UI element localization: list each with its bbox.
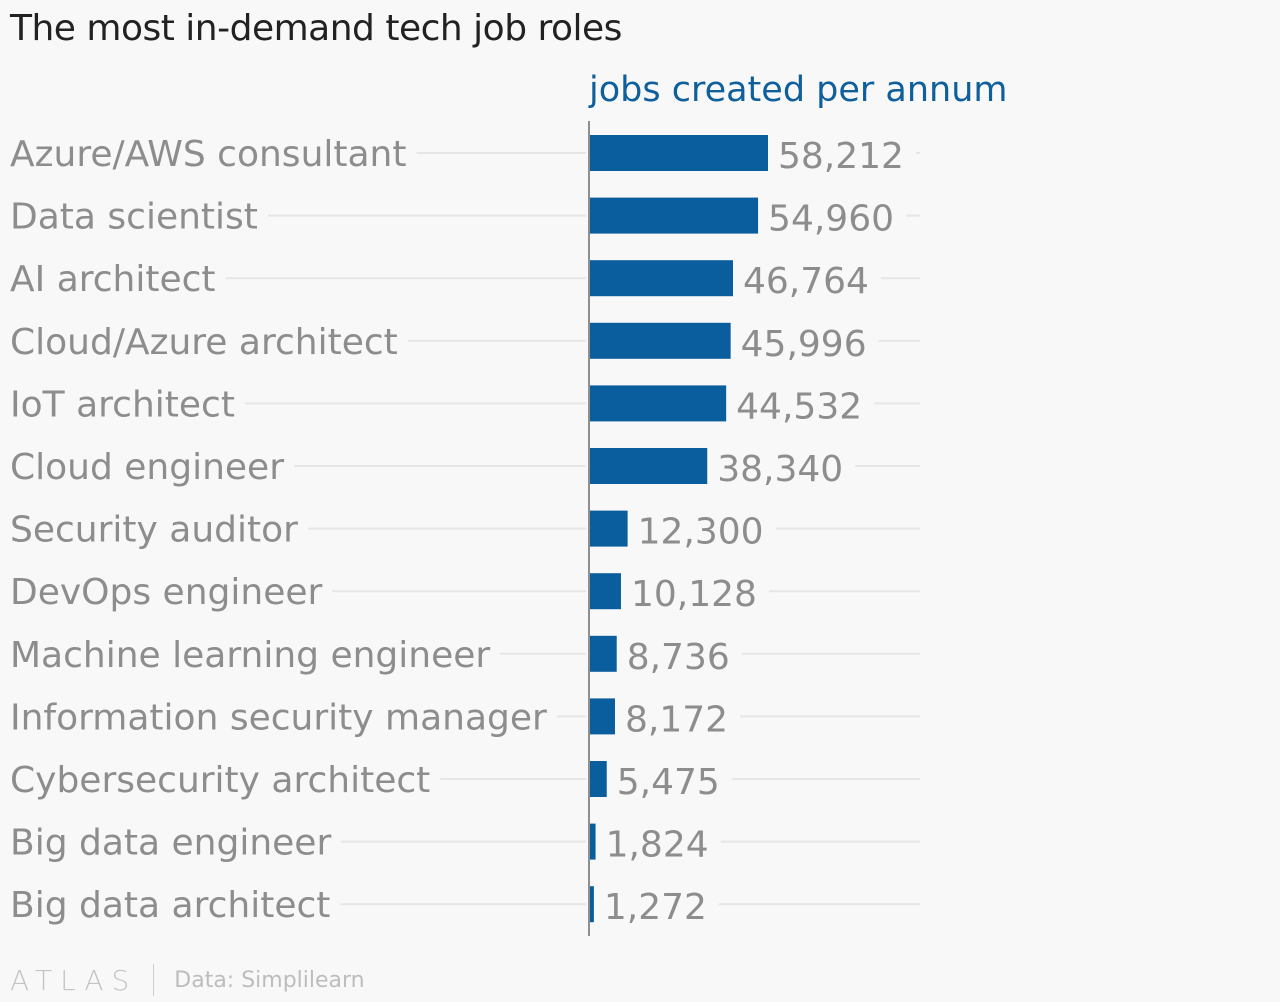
value-label: 58,212 [778, 136, 904, 177]
category-label: Security auditor [10, 510, 298, 551]
bar [590, 573, 621, 610]
category-label: Information security manager [10, 697, 547, 738]
category-label: Cloud engineer [10, 447, 284, 488]
category-label: Big data engineer [10, 823, 331, 864]
value-label: 54,960 [768, 199, 894, 240]
source-note: Data: Simplilearn [174, 967, 365, 993]
chart-title: The most in-demand tech job roles [10, 8, 622, 49]
value-label: 46,764 [743, 261, 869, 302]
bar [590, 260, 733, 297]
bar [590, 135, 768, 171]
value-label: 12,300 [638, 512, 764, 553]
bar [590, 510, 628, 547]
category-label: Azure/AWS consultant [10, 134, 407, 175]
category-label: DevOps engineer [10, 572, 322, 613]
bar [590, 698, 615, 735]
bar-chart: jobs created per annum Azure/AWS consult… [10, 70, 1008, 936]
value-label: 38,340 [717, 449, 843, 490]
value-label: 1,272 [604, 887, 707, 928]
category-label: AI architect [10, 259, 216, 300]
series-header: jobs created per annum [588, 70, 1008, 110]
footer: ATLAS Data: Simplilearn [10, 962, 365, 998]
bar [590, 385, 727, 422]
bar [590, 823, 596, 860]
bar [590, 761, 607, 797]
bar [590, 197, 759, 234]
value-label: 44,532 [736, 386, 862, 427]
bar [590, 635, 617, 672]
value-label: 45,996 [741, 324, 867, 365]
category-label: IoT architect [10, 384, 235, 425]
bar [590, 448, 708, 484]
bars-group [590, 135, 768, 923]
value-label: 1,824 [606, 825, 709, 866]
footer-divider [153, 964, 155, 996]
bar [590, 322, 731, 359]
category-label: Machine learning engineer [10, 635, 490, 676]
bar [590, 886, 594, 923]
category-labels: Azure/AWS consultant Data scientist AI arc… [10, 134, 547, 926]
value-labels: 58,212 54,960 46,764 45,996 44,532 38,340 12,3… [604, 136, 904, 928]
category-label: Big data architect [10, 885, 330, 926]
category-label: Cybersecurity architect [10, 760, 430, 801]
category-label: Data scientist [10, 197, 258, 238]
category-label: Cloud/Azure architect [10, 322, 398, 363]
value-label: 5,475 [617, 762, 720, 803]
value-label: 8,736 [627, 637, 730, 678]
value-label: 10,128 [631, 574, 757, 615]
value-label: 8,172 [625, 699, 728, 740]
guide-lines [225, 152, 920, 906]
atlas-logo: ATLAS [10, 963, 138, 997]
